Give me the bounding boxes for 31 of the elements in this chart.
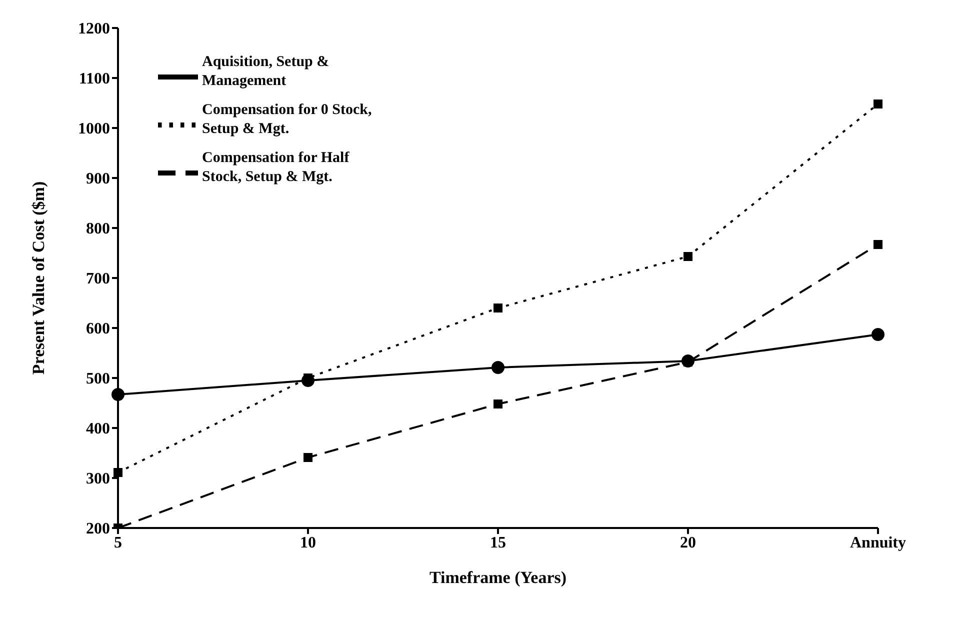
x-tick-label: 5 <box>114 534 122 552</box>
point <box>872 328 884 341</box>
y-tick-label: 700 <box>86 270 110 288</box>
legend-label: Aquisition, Setup & Management <box>202 53 330 91</box>
x-tick-label: 20 <box>680 534 696 552</box>
point <box>874 100 882 108</box>
y-axis-title: Present Value of Cost ($m) <box>29 181 48 375</box>
y-tick-label: 500 <box>86 370 110 388</box>
x-tick-label: 10 <box>300 534 316 552</box>
point <box>494 304 502 312</box>
y-tick-label: 400 <box>86 420 110 438</box>
y-tick-label: 300 <box>86 470 110 488</box>
x-tick-label: Annuity <box>850 534 906 552</box>
x-axis-title: Timeframe (Years) <box>429 568 567 587</box>
point <box>114 468 122 477</box>
y-tick-label: 1100 <box>78 70 110 88</box>
point <box>684 252 692 261</box>
y-tick-label: 1000 <box>78 120 110 138</box>
y-tick-label: 1200 <box>78 20 110 38</box>
point <box>874 240 882 249</box>
y-tick-label: 200 <box>86 520 110 538</box>
y-tick-label: 800 <box>86 220 110 238</box>
legend-label: Compensation for 0 Stock, Setup & Mgt. <box>202 101 373 139</box>
y-tick-label: 900 <box>86 170 110 188</box>
legend-label: Compensation for Half Stock, Setup & Mgt. <box>202 149 350 187</box>
y-tick-label: 600 <box>86 320 110 338</box>
point <box>112 388 124 401</box>
point <box>492 361 504 374</box>
x-tick-label: 15 <box>490 534 506 552</box>
point <box>494 400 502 408</box>
point <box>304 453 312 462</box>
